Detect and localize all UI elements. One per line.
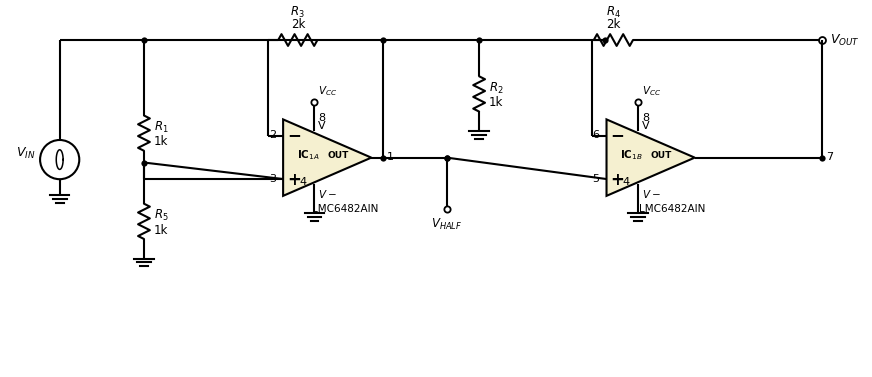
Text: 2k: 2k bbox=[290, 18, 305, 31]
Text: $R_5$: $R_5$ bbox=[153, 208, 168, 223]
Text: $R_3$: $R_3$ bbox=[290, 5, 305, 20]
Text: $V_{HALF}$: $V_{HALF}$ bbox=[431, 216, 462, 231]
Text: IC$_{1B}$: IC$_{1B}$ bbox=[620, 148, 643, 162]
Text: V: V bbox=[318, 121, 326, 132]
Text: −: − bbox=[287, 126, 301, 144]
Text: 1k: 1k bbox=[153, 135, 168, 149]
Text: 5: 5 bbox=[593, 174, 600, 184]
Text: 1: 1 bbox=[387, 152, 394, 162]
Text: 8: 8 bbox=[642, 113, 649, 123]
Text: $V_{CC}$: $V_{CC}$ bbox=[318, 84, 337, 98]
Text: 4: 4 bbox=[623, 177, 630, 187]
Text: $R_2$: $R_2$ bbox=[489, 81, 503, 96]
Text: 1k: 1k bbox=[489, 96, 503, 109]
Text: OUT: OUT bbox=[327, 151, 349, 160]
Text: $V_{IN}$: $V_{IN}$ bbox=[16, 146, 35, 161]
Polygon shape bbox=[283, 120, 371, 196]
Text: 3: 3 bbox=[269, 174, 276, 184]
Text: $R_1$: $R_1$ bbox=[153, 120, 168, 135]
Polygon shape bbox=[607, 120, 695, 196]
Text: 8: 8 bbox=[318, 113, 325, 123]
Text: LMC6482AIN: LMC6482AIN bbox=[311, 204, 378, 214]
Text: 7: 7 bbox=[826, 152, 833, 162]
Text: V: V bbox=[642, 121, 650, 132]
Text: +: + bbox=[610, 171, 624, 189]
Text: $V-$: $V-$ bbox=[318, 188, 337, 200]
Text: IC$_{1A}$: IC$_{1A}$ bbox=[296, 148, 319, 162]
Text: 4: 4 bbox=[299, 177, 307, 187]
Text: 2k: 2k bbox=[606, 18, 621, 31]
Text: −: − bbox=[610, 126, 624, 144]
Text: $V-$: $V-$ bbox=[642, 188, 661, 200]
Text: OUT: OUT bbox=[651, 151, 672, 160]
Text: 6: 6 bbox=[593, 130, 600, 140]
Text: LMC6482AIN: LMC6482AIN bbox=[639, 204, 705, 214]
Text: 1k: 1k bbox=[153, 224, 168, 237]
Text: 2: 2 bbox=[269, 130, 276, 140]
Text: $R_4$: $R_4$ bbox=[606, 5, 621, 20]
Text: +: + bbox=[287, 171, 301, 189]
Text: $V_{CC}$: $V_{CC}$ bbox=[642, 84, 661, 98]
Text: $V_{OUT}$: $V_{OUT}$ bbox=[830, 32, 860, 48]
